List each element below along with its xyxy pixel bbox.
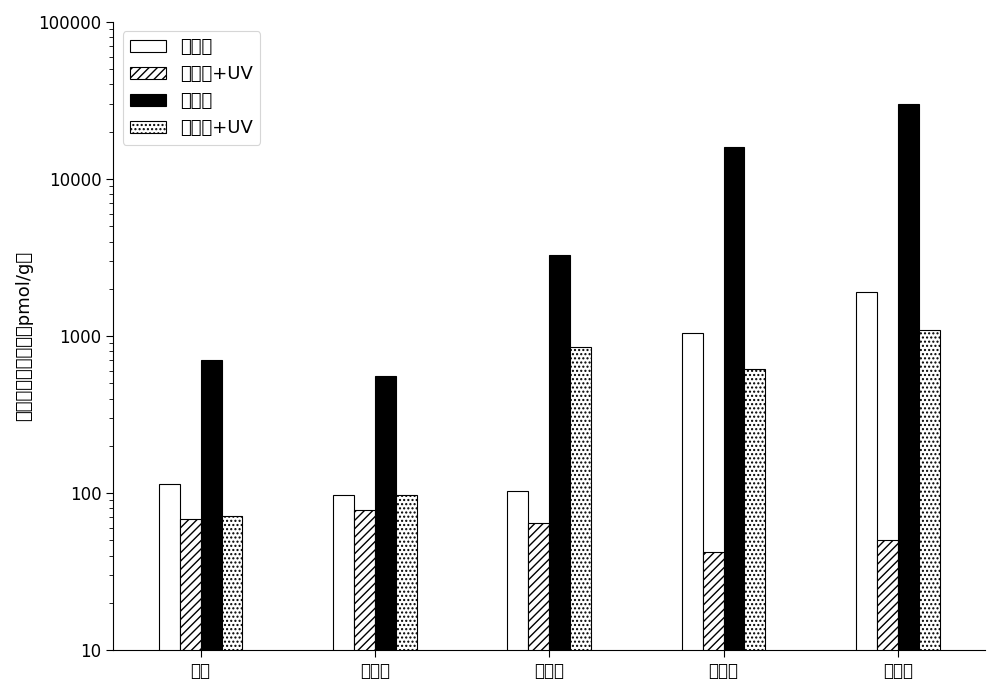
Bar <box>682 333 703 695</box>
Bar <box>898 104 919 695</box>
Bar <box>877 541 898 695</box>
Bar <box>354 510 375 695</box>
Bar <box>222 516 242 695</box>
Legend: 视黄醇, 视黄醇+UV, 视黄酯, 视黄酯+UV: 视黄醇, 视黄醇+UV, 视黄酯, 视黄酯+UV <box>123 31 260 145</box>
Bar <box>744 369 765 695</box>
Bar <box>396 496 417 695</box>
Bar <box>570 348 591 695</box>
Bar <box>201 361 222 695</box>
Bar <box>549 254 570 695</box>
Bar <box>703 553 724 695</box>
Bar <box>333 496 354 695</box>
Bar <box>180 519 201 695</box>
Bar <box>528 523 549 695</box>
Bar <box>159 484 180 695</box>
Bar <box>724 147 744 695</box>
Bar <box>507 491 528 695</box>
Bar <box>856 293 877 695</box>
Bar <box>375 375 396 695</box>
Bar <box>919 329 940 695</box>
Y-axis label: 表皮的视黄醇浓度（pmol/g）: 表皮的视黄醇浓度（pmol/g） <box>15 251 33 421</box>
